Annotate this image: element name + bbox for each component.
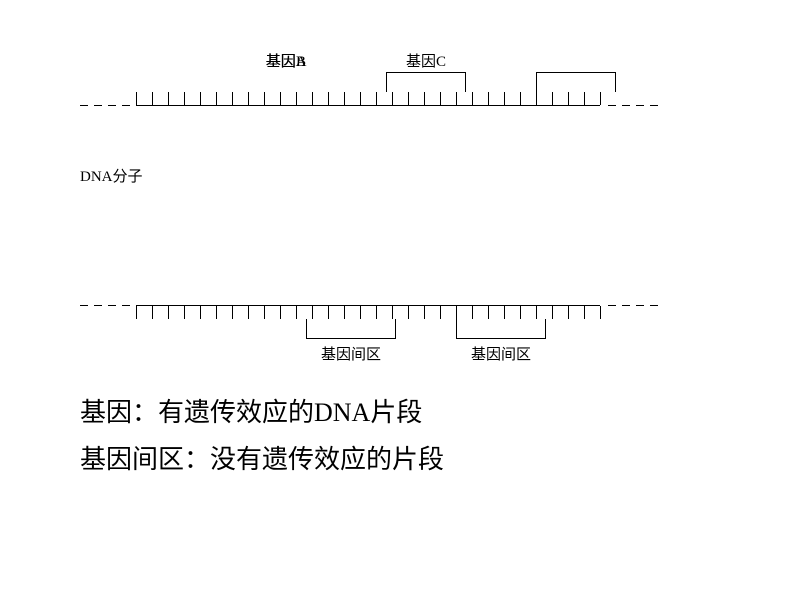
dna-molecule-label: DNA分子 <box>80 165 143 186</box>
gene-c-box <box>536 72 616 92</box>
dash-left <box>80 105 136 106</box>
dash-right-bottom <box>608 305 664 306</box>
bottom-ruler <box>80 305 664 319</box>
gene-b-label: 基因B <box>246 50 326 71</box>
definition-intergenic: 基因间区：没有遗传效应的片段 <box>80 437 444 484</box>
top-ticks <box>136 92 600 106</box>
dash-right <box>608 105 664 106</box>
definition-gene: 基因：有遗传效应的DNA片段 <box>80 390 444 437</box>
intergenic-box-2 <box>456 319 546 339</box>
top-strand: 基因A 基因B 基因C <box>80 50 720 140</box>
intergenic-label-1: 基因间区 <box>306 343 396 364</box>
dna-diagram: 基因A 基因B 基因C DNA分子 <box>80 50 720 230</box>
bottom-strand: 基因间区 基因间区 <box>80 305 720 395</box>
gene-a-box <box>386 72 466 92</box>
intergenic-box-1 <box>306 319 396 339</box>
bottom-ticks <box>136 305 600 319</box>
dash-left-bottom <box>80 305 136 306</box>
definitions: 基因：有遗传效应的DNA片段 基因间区：没有遗传效应的片段 <box>80 390 444 484</box>
gene-c-label: 基因C <box>386 50 466 71</box>
intergenic-label-2: 基因间区 <box>456 343 546 364</box>
top-ruler <box>80 92 664 106</box>
